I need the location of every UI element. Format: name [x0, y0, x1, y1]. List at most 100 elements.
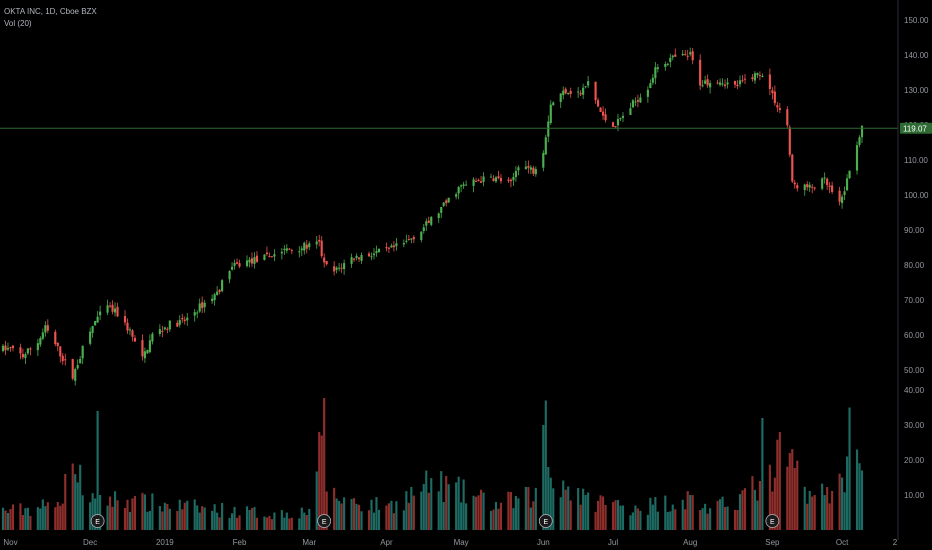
candle-body [786, 109, 789, 126]
volume-bar [405, 491, 408, 530]
candle-body [479, 181, 483, 183]
time-tick-label: Jun [537, 538, 550, 547]
volume-bar [489, 510, 493, 530]
volume-bar [509, 492, 513, 530]
candle-body [709, 83, 712, 88]
candle-body [778, 107, 781, 110]
candle-body [412, 237, 415, 240]
candle-body [567, 92, 570, 95]
candle-body [79, 358, 82, 364]
candle-body [265, 252, 268, 255]
candle-body [751, 77, 754, 80]
volume-bar [788, 453, 791, 530]
candle-body [268, 256, 271, 258]
candle-body [407, 238, 410, 240]
candle-body [4, 345, 7, 351]
volume-bar [793, 468, 796, 530]
volume-bar [699, 510, 702, 530]
candle-body [203, 302, 206, 308]
candle-body [855, 145, 859, 171]
candle-body [594, 81, 597, 101]
volume-bar [813, 495, 816, 530]
earnings-marker[interactable] [765, 514, 780, 528]
candle-body [377, 248, 381, 253]
volume-bar [704, 503, 707, 530]
volume-bar [843, 492, 846, 530]
volume-bar [477, 495, 480, 530]
volume-bar [108, 496, 112, 530]
volume-bar [39, 508, 42, 530]
time-tick-label: Jul [608, 538, 618, 547]
earnings-marker[interactable] [538, 514, 553, 528]
volume-bar [158, 505, 161, 530]
candle-body [477, 179, 480, 182]
candle-body [308, 243, 311, 248]
volume-bar [425, 470, 428, 530]
volume-bar [298, 518, 301, 530]
volume-bar [318, 431, 321, 530]
candle-body [303, 242, 306, 251]
candle-body [19, 347, 22, 354]
candle-body [621, 115, 625, 118]
candle-body [733, 80, 737, 85]
candle-body [387, 247, 391, 249]
candle-body [148, 340, 151, 353]
volume-bar [517, 498, 520, 530]
volume-indicator-title: Vol (20) [4, 19, 32, 28]
candle-body [803, 184, 806, 191]
candle-body [597, 100, 600, 107]
candle-body [390, 245, 393, 248]
candle-body [442, 202, 445, 206]
volume-bar [791, 449, 794, 530]
volume-bar [245, 506, 249, 530]
earnings-marker[interactable] [90, 514, 105, 528]
candle-body [494, 177, 498, 182]
volume-bar [567, 486, 570, 530]
candle-body [46, 325, 49, 331]
candle-body [437, 213, 440, 219]
volume-bar [611, 502, 615, 530]
volume-bar [402, 510, 405, 530]
volume-bar [621, 505, 625, 530]
candle-body [542, 152, 545, 168]
time-tick-label: 2 [893, 538, 898, 547]
candle-body [756, 72, 759, 76]
candle-body [263, 254, 266, 261]
volume-bar [410, 486, 413, 530]
candle-body [741, 80, 744, 82]
volume-bar [26, 507, 29, 530]
last-price-label: 119.07 [903, 124, 927, 133]
volume-bar [684, 509, 687, 530]
candle-body [584, 86, 587, 88]
volume-bar [81, 495, 84, 530]
volume-bar [375, 497, 378, 530]
candle-body [509, 179, 513, 182]
candle-body [430, 216, 433, 225]
volume-bar [552, 488, 555, 530]
candle-body [290, 250, 293, 252]
candle-body [841, 196, 844, 204]
volume-bar [646, 514, 649, 530]
candle-body [689, 52, 692, 55]
volume-bar [582, 488, 585, 530]
candle-body [455, 194, 458, 197]
volume-bar [176, 510, 179, 530]
candle-body [357, 257, 361, 260]
earnings-marker[interactable] [317, 514, 332, 528]
volume-bar [387, 503, 391, 530]
candle-body [288, 248, 291, 250]
candle-body [9, 347, 12, 349]
candle-body [788, 127, 791, 155]
candle-body [367, 253, 371, 257]
candle-body [168, 320, 171, 330]
volume-bar [305, 514, 308, 530]
candle-body [216, 291, 219, 295]
volume-bar [193, 499, 196, 530]
time-axis: Nov Dec 2019 Feb Mar Apr May Jun Jul Aug Sep Oct 2 [3, 538, 897, 547]
volume-bar [186, 500, 189, 530]
volume-bar [54, 507, 57, 530]
volume-bar [447, 484, 450, 530]
candle-body [843, 191, 846, 196]
candle-body [76, 365, 79, 369]
